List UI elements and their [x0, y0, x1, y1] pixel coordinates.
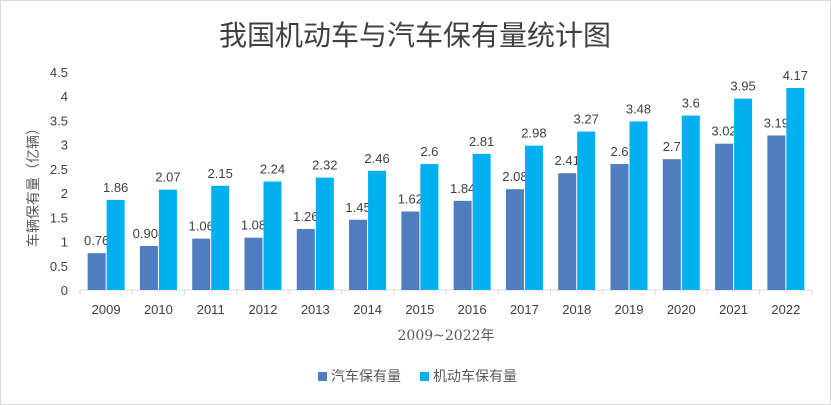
x-tick-label: 2011	[197, 302, 225, 317]
vehicle-data-label: 2.24	[260, 161, 285, 176]
car-data-label: 1.62	[398, 192, 423, 207]
car-bar	[244, 237, 263, 290]
vehicle-data-label: 2.32	[312, 158, 337, 173]
x-tick-label: 2022	[771, 302, 800, 317]
car-data-label: 0.76	[84, 233, 109, 248]
car-bar	[87, 253, 106, 290]
x-tick-label: 2013	[301, 302, 330, 317]
y-tick-label: 0.5	[50, 259, 68, 274]
legend-label-vehicle: 机动车保有量	[433, 368, 517, 385]
legend: 汽车保有量 机动车保有量	[318, 368, 517, 385]
y-tick-label: 3	[61, 138, 68, 153]
plot-area: 0 0.5 1 1.5 2 2.5 3 3.5 4 4.5 0.76 1.86 2009 0.908 2.0…	[50, 65, 813, 317]
x-tick-label: 2012	[249, 302, 278, 317]
car-data-label: 1.84	[450, 181, 475, 196]
car-data-label: 2.6	[610, 144, 628, 159]
car-bar	[662, 159, 681, 290]
y-tick-label: 2.5	[50, 162, 68, 177]
car-bar	[349, 219, 368, 290]
car-bar	[558, 173, 577, 290]
vehicle-data-label: 2.6	[420, 144, 438, 159]
x-tick-label: 2020	[667, 302, 696, 317]
car-data-label: 2.7	[663, 139, 681, 154]
vehicle-data-label: 3.95	[730, 79, 755, 94]
x-tick-label: 2009	[92, 302, 121, 317]
vehicle-bar	[106, 199, 125, 290]
vehicle-bar	[211, 185, 230, 290]
vehicle-bar	[629, 121, 648, 290]
x-tick-label: 2014	[353, 302, 382, 317]
vehicle-bar	[681, 115, 700, 290]
y-tick-label: 4	[61, 89, 68, 104]
legend-swatch-car	[318, 372, 327, 381]
car-bar	[453, 200, 472, 290]
car-bar	[610, 164, 629, 290]
car-bar	[296, 228, 315, 290]
vehicle-data-label: 3.6	[682, 96, 700, 111]
car-data-label: 2.41	[555, 153, 580, 168]
legend-label-car: 汽车保有量	[331, 368, 401, 385]
y-tick-label: 2	[61, 186, 68, 201]
vehicle-data-label: 2.46	[364, 151, 389, 166]
car-bar	[715, 143, 734, 290]
vehicle-bar	[524, 145, 543, 290]
y-tick-label: 3.5	[50, 113, 68, 128]
vehicle-bar	[577, 131, 596, 290]
vehicle-data-label: 4.17	[783, 68, 808, 83]
y-tick-label: 4.5	[50, 65, 68, 80]
car-data-label: 2.08	[502, 169, 527, 184]
car-data-label: 0.908	[133, 226, 166, 241]
y-tick-label: 1.5	[50, 210, 68, 225]
car-bar	[139, 246, 158, 290]
car-data-label: 3.19	[764, 115, 789, 130]
vehicle-data-label: 1.86	[103, 180, 128, 195]
vehicle-data-label: 3.48	[626, 101, 651, 116]
car-bar	[192, 238, 211, 290]
vehicle-bar	[263, 181, 282, 290]
vehicle-bar	[420, 164, 439, 290]
car-bar	[401, 211, 420, 290]
car-data-label: 1.45	[345, 200, 370, 215]
x-tick-label: 2017	[510, 302, 539, 317]
x-tick-label: 2021	[719, 302, 748, 317]
vehicle-data-label: 2.81	[469, 134, 494, 149]
x-tick-label: 2016	[458, 302, 487, 317]
x-tick-label: 2019	[615, 302, 644, 317]
y-axis-title: 车辆保有量（亿辆）	[25, 121, 42, 247]
car-data-label: 1.06	[189, 219, 214, 234]
x-axis-title: 2009~2022年	[398, 328, 495, 344]
vehicle-data-label: 2.07	[155, 170, 180, 185]
car-bar	[767, 135, 786, 290]
vehicle-bar	[472, 153, 491, 290]
chart-title: 我国机动车与汽车保有量统计图	[219, 19, 611, 52]
vehicle-bar	[734, 98, 753, 291]
x-tick-label: 2015	[405, 302, 434, 317]
legend-swatch-vehicle	[420, 372, 429, 381]
car-data-label: 3.02	[711, 124, 736, 139]
car-data-label: 1.26	[293, 209, 318, 224]
x-tick-label: 2018	[562, 302, 591, 317]
vehicle-data-label: 2.98	[521, 126, 546, 141]
car-data-label: 1.08	[241, 218, 266, 233]
vehicle-bar	[158, 189, 177, 290]
vehicle-data-label: 2.15	[208, 166, 233, 181]
car-bar	[505, 189, 524, 290]
vehicle-bar	[786, 87, 805, 290]
vehicle-bar	[315, 177, 334, 290]
vehicle-data-label: 3.27	[574, 112, 599, 127]
vehicle-bar	[368, 170, 387, 290]
y-tick-label: 1	[61, 235, 68, 250]
y-tick-label: 0	[61, 283, 68, 298]
x-tick-label: 2010	[144, 302, 173, 317]
